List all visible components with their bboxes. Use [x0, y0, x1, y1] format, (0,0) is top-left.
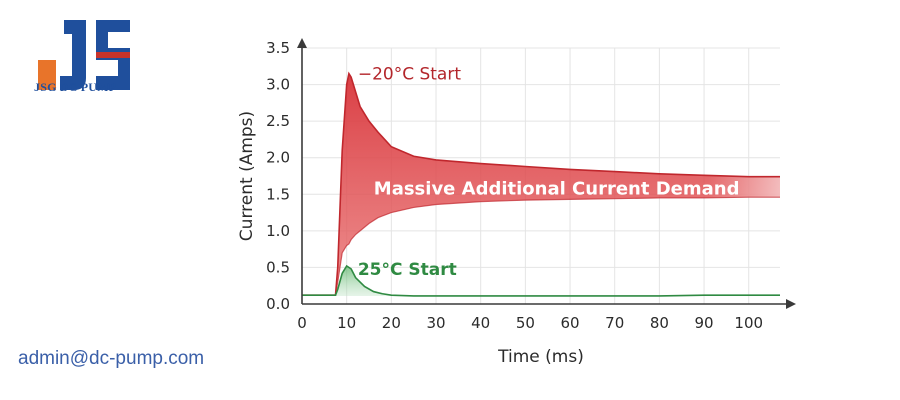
x-tick-label: 40 — [471, 314, 490, 332]
y-tick-label: 2.5 — [266, 112, 290, 130]
y-tick-label: 2.0 — [266, 149, 290, 167]
x-tick-label: 0 — [297, 314, 307, 332]
annotation-additional-demand: Massive Additional Current Demand — [374, 178, 740, 199]
x-tick-label: 100 — [734, 314, 763, 332]
series-line-minus20-lower — [302, 196, 780, 296]
y-tick-label: 0.0 — [266, 295, 290, 313]
x-tick-label: 30 — [426, 314, 445, 332]
y-tick-label: 3.5 — [266, 39, 290, 57]
y-tick-label: 3.0 — [266, 76, 290, 94]
logo-red-bar — [96, 52, 130, 58]
x-tick-label: 20 — [382, 314, 401, 332]
labels: 0.0 0.5 1.0 1.5 2.0 2.5 3.0 3.5 0 10 20 30 40 50 60 70 8… — [237, 39, 763, 367]
logo-j-shape — [60, 20, 86, 90]
annotation-minus20-start: −20°C Start — [358, 65, 462, 85]
axes — [297, 38, 796, 309]
series-line-25c — [302, 264, 780, 297]
x-axis-title: Time (ms) — [497, 347, 584, 367]
y-axis-arrow — [297, 38, 307, 48]
x-tick-label: 60 — [560, 314, 579, 332]
series-line-minus20-upper — [302, 71, 780, 297]
series-band-fade — [302, 73, 780, 296]
logo-orange-block — [38, 60, 56, 90]
jsg-logo — [38, 20, 130, 90]
y-tick-label: 0.5 — [266, 258, 290, 276]
y-axis-title: Current (Amps) — [237, 111, 257, 241]
y-tick-label: 1.0 — [266, 222, 290, 240]
x-tick-label: 10 — [337, 314, 356, 332]
x-tick-label: 90 — [695, 314, 714, 332]
x-tick-label: 70 — [605, 314, 624, 332]
annotation-25c-start: 25°C Start — [358, 260, 457, 280]
series-layer — [302, 71, 780, 297]
x-tick-label: 80 — [650, 314, 669, 332]
logo-text-value: JSG DC PUMP — [34, 80, 117, 94]
x-tick-label: 50 — [516, 314, 535, 332]
y-tick-label: 1.5 — [266, 185, 290, 203]
contact-email[interactable]: admin@dc-pump.com — [18, 348, 205, 369]
x-axis-arrow — [786, 299, 796, 309]
logo-text: JSG DC PUMP — [34, 80, 116, 95]
